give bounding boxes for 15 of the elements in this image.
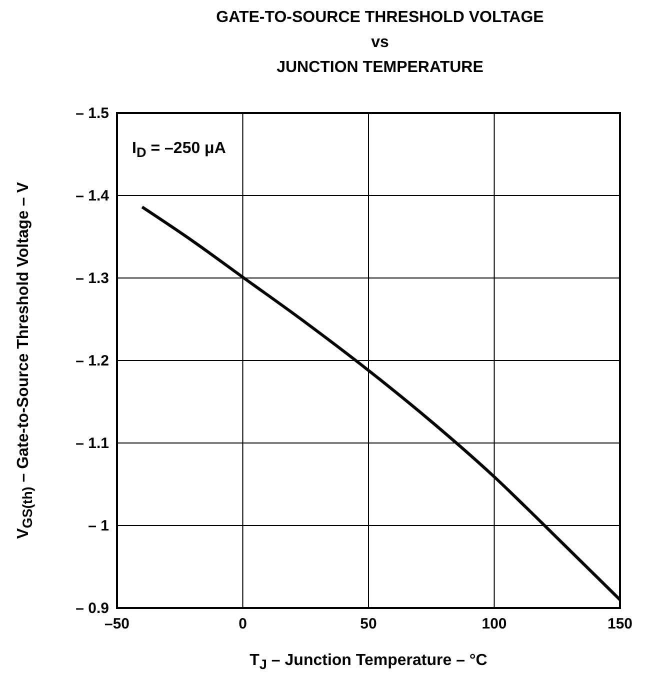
y-tick-label: – 1.1 bbox=[76, 434, 109, 452]
annotation: I$_{D}$ = –250 μA bbox=[132, 140, 226, 160]
x-axis-title: T$_{J}$ – Junction Temperature – °C bbox=[250, 652, 488, 672]
chart-title: GATE-TO-SOURCE THRESHOLD VOLTAGE vs JUNCTION TEMPERATURE bbox=[216, 9, 544, 76]
y-tick-label: – 1 bbox=[88, 517, 109, 534]
x-tick-label: 0 bbox=[238, 616, 247, 633]
x-tick-label: 50 bbox=[360, 616, 377, 633]
x-tick-label: 150 bbox=[607, 616, 633, 633]
y-tick-label: – 0.9 bbox=[76, 600, 109, 617]
x-tick-label: –50 bbox=[104, 616, 130, 633]
x-tick-label: 100 bbox=[482, 616, 507, 633]
y-tick-label: – 1.2 bbox=[76, 352, 109, 370]
y-tick-label: – 1.5 bbox=[76, 104, 109, 122]
y-tick-label: – 1.4 bbox=[76, 187, 110, 204]
y-tick-label: – 1.3 bbox=[76, 270, 109, 287]
